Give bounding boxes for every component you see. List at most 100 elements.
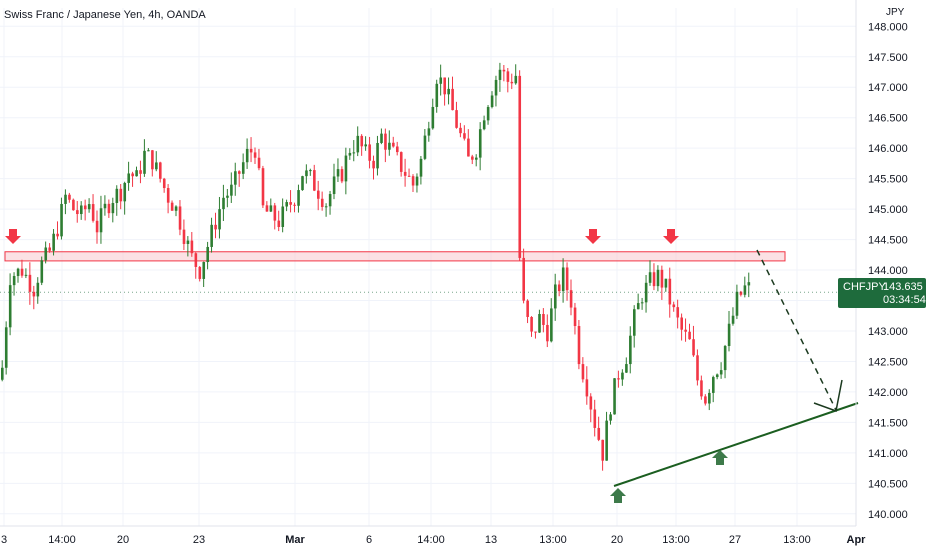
candle-body xyxy=(87,204,91,210)
candle-body xyxy=(269,205,273,212)
candle-body xyxy=(427,128,431,136)
price-tick-label: 145.000 xyxy=(868,204,908,216)
candle-body xyxy=(731,315,735,324)
candle-body xyxy=(735,291,739,316)
candle-body xyxy=(234,171,237,185)
candle-body xyxy=(340,169,344,182)
candle-body xyxy=(700,380,703,397)
candle-body xyxy=(241,162,245,174)
candle-body xyxy=(372,160,375,169)
candle-body xyxy=(668,278,672,305)
candle-body xyxy=(143,150,146,174)
down-arrow-icon xyxy=(585,229,601,244)
price-tick-label: 142.000 xyxy=(868,387,908,399)
candle-body xyxy=(8,285,12,328)
price-tick-label: 140.000 xyxy=(868,509,908,521)
candle-body xyxy=(727,323,731,347)
candle-body xyxy=(601,439,604,461)
candle-body xyxy=(348,152,352,156)
candle-body xyxy=(554,284,557,309)
candle-body xyxy=(206,246,209,263)
candle-body xyxy=(743,285,747,295)
candle-body xyxy=(376,142,379,169)
candle-body xyxy=(4,327,8,368)
time-tick-label: 20 xyxy=(117,534,129,546)
candle-body xyxy=(629,335,632,365)
candle-body xyxy=(467,138,470,157)
candle-body xyxy=(32,291,36,297)
candle-body xyxy=(222,197,225,210)
candle-body xyxy=(257,157,261,169)
candle-body xyxy=(218,209,221,230)
candles xyxy=(1,62,751,471)
candle-body xyxy=(589,396,593,410)
candle-body xyxy=(561,267,565,292)
candle-body xyxy=(60,203,63,237)
candle-body xyxy=(48,247,51,251)
candle-body xyxy=(526,300,529,317)
candle-body xyxy=(249,148,253,153)
candle-body xyxy=(636,303,640,310)
candle-body xyxy=(609,414,612,421)
time-axis[interactable]: 3 14:00 20 23 Mar 6 14:00 13 13:00 20 13:00 27 13:00… xyxy=(1,534,866,546)
candle-body xyxy=(640,302,644,304)
candle-body xyxy=(344,155,348,182)
candle-body xyxy=(24,274,28,276)
time-tick-label: 6 xyxy=(366,534,372,546)
candle-body xyxy=(672,304,676,308)
candle-body xyxy=(546,324,549,342)
candle-body xyxy=(194,253,198,267)
candle-body xyxy=(352,152,356,154)
candle-body xyxy=(569,290,573,308)
last-price-tag-background xyxy=(838,278,926,308)
candle-body xyxy=(415,176,419,186)
candle-body xyxy=(230,184,233,196)
candle-body xyxy=(56,233,59,237)
candle-body xyxy=(747,282,751,286)
down-arrow-icon xyxy=(663,229,679,244)
candle-body xyxy=(723,346,727,371)
candle-body xyxy=(245,148,249,163)
time-tick-label: 14:00 xyxy=(48,534,76,546)
candle-body xyxy=(542,314,545,325)
candle-body xyxy=(573,307,577,327)
candle-body xyxy=(162,178,166,189)
candle-body xyxy=(715,374,719,378)
candle-body xyxy=(522,257,525,301)
candle-body xyxy=(52,233,55,251)
candle-body xyxy=(293,204,296,206)
candle-body xyxy=(708,392,711,404)
candle-body xyxy=(277,220,281,227)
candle-body xyxy=(388,142,391,150)
projection-arrowhead xyxy=(813,379,843,413)
candle-body xyxy=(103,203,107,209)
candle-body xyxy=(384,133,387,150)
candle-body xyxy=(648,272,652,283)
price-axis-unit: JPY xyxy=(886,7,905,18)
candle-body xyxy=(380,133,383,143)
candle-body xyxy=(28,274,32,292)
symbol-label: CHFJPY xyxy=(843,281,886,293)
time-tick-label: 27 xyxy=(729,534,741,546)
candle-body xyxy=(664,278,668,288)
candle-body xyxy=(127,173,130,183)
candle-body xyxy=(119,188,123,202)
price-tick-label: 144.000 xyxy=(868,265,908,277)
candle-body xyxy=(403,171,407,176)
candle-body xyxy=(585,379,589,397)
price-tick-label: 141.000 xyxy=(868,448,908,460)
candle-body xyxy=(40,260,44,283)
candle-body xyxy=(423,135,427,159)
up-arrow-icon xyxy=(610,488,626,503)
price-tick-label: 144.500 xyxy=(868,235,908,247)
bar-countdown: 03:34:54 xyxy=(883,294,926,306)
candle-body xyxy=(135,170,138,177)
down-arrow-icon xyxy=(5,229,21,244)
projection-line xyxy=(756,249,837,411)
candle-body xyxy=(530,316,533,332)
candle-body xyxy=(494,79,498,96)
time-tick-label: 3 xyxy=(1,534,7,546)
candle-body xyxy=(739,291,743,295)
candle-body xyxy=(68,194,71,200)
